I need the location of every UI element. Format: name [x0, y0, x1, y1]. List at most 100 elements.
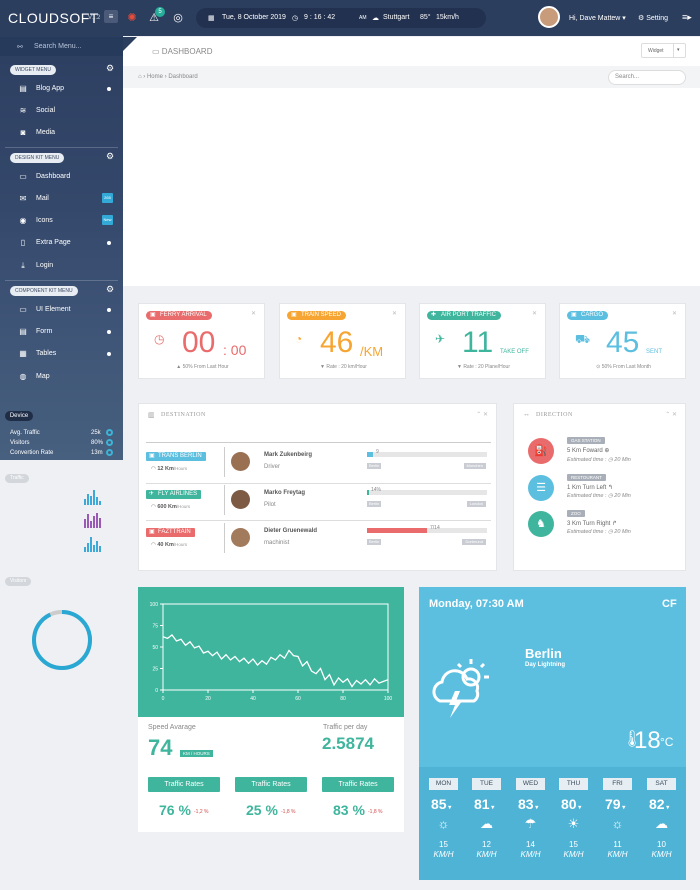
right-menu-icon[interactable]: ≡▸	[682, 12, 692, 22]
date-label: Tue, 8 October 2019	[222, 14, 286, 21]
x-tick-label: 100	[384, 696, 393, 702]
gear-icon[interactable]: ⚙	[106, 151, 115, 161]
table-row[interactable]: ✈ FLY AIRLINES ◠ 600 Km/Hours Marko Freyt…	[146, 485, 491, 522]
data-point	[243, 657, 245, 659]
virus-icon[interactable]: ✺	[127, 12, 137, 24]
avatar	[231, 452, 250, 471]
user-avatar[interactable]	[538, 6, 560, 28]
stat-foot: ▼ Rate : 20 Plane/Hour	[456, 364, 511, 370]
support-icon[interactable]: ◎	[173, 12, 183, 24]
forecast-wind: 14 KM/H	[520, 840, 541, 859]
sidebar-item-extra-page[interactable]: ▯ Extra Page	[0, 232, 123, 254]
route-speed: ◠ 12 Km/Hours	[151, 466, 188, 472]
panel-controls[interactable]: ⌃ ✕	[476, 412, 488, 418]
truck-icon: ⛟	[575, 332, 591, 346]
info-bar: ▦ Tue, 8 October 2019 ◷ 9 : 16 : 42 AM ☁…	[196, 8, 486, 28]
gear-icon[interactable]: ⚙	[106, 63, 115, 73]
setting-button[interactable]: ⚙ Setting	[638, 15, 669, 22]
sidebar-item-media[interactable]: ◙ Media	[0, 122, 123, 144]
route-progress-label: 7/14	[430, 525, 440, 531]
data-point	[234, 655, 236, 657]
gear-icon[interactable]: ⚙	[106, 284, 115, 294]
direction-time: Estimated time : ◷ 20 Min	[567, 529, 631, 535]
forecast-day: THU	[559, 778, 588, 790]
data-point	[239, 661, 240, 663]
sidebar-item-form[interactable]: ▤ Form	[0, 321, 123, 343]
search-menu[interactable]: ⚯ Search Menu...	[0, 37, 123, 56]
data-point	[203, 652, 204, 654]
traffic-rates-button[interactable]: Traffic Rates	[235, 777, 307, 792]
search-input[interactable]: Search...	[608, 70, 686, 85]
device-row: Avg. Traffic 25k	[10, 429, 115, 436]
forecast-wind: 15 KM/H	[433, 840, 454, 859]
sidebar-item-map[interactable]: ◍ Map	[19, 372, 50, 381]
rain-icon: ☂	[524, 816, 537, 831]
table-row[interactable]: ▣ TRANS BERLIN ◠ 12 Km/Hours Mark Zukenbe…	[146, 447, 491, 484]
route-from: Berlin	[367, 463, 382, 469]
stat-tag: ✚ AIR PORT TRAFFIC	[427, 311, 502, 320]
data-point	[284, 657, 285, 659]
data-point	[212, 655, 213, 657]
stat-value: 46	[320, 326, 354, 359]
data-point	[261, 660, 263, 662]
data-point	[248, 662, 249, 664]
route-tag: ▣ FAZTTRAIN	[146, 528, 195, 537]
traffic-label: Traffic	[5, 474, 29, 483]
weather-condition: Day Lightning	[525, 662, 565, 668]
sidebar-item-mail[interactable]: ✉ Mail 265	[0, 188, 123, 210]
status-ring-icon	[106, 439, 113, 446]
traffic-rate-value: 76 %	[159, 802, 191, 818]
data-point	[347, 678, 348, 680]
sidebar-item-social[interactable]: ≋ Social	[19, 106, 56, 115]
data-point	[225, 654, 227, 656]
data-point	[194, 647, 195, 649]
widget-dropdown[interactable]: Widget ▾	[641, 43, 686, 58]
panel-controls[interactable]: ⌃ ✕	[665, 412, 677, 418]
user-menu[interactable]: Hi, Dave Mattew ▾	[569, 15, 626, 22]
new-badge: New	[102, 215, 113, 225]
direction-panel: ↔ DIRECTION ⌃ ✕ ⛽ GAS STATION 5 Km Fowar…	[513, 403, 686, 571]
speed-unit: KM / HOURS	[180, 750, 213, 757]
sidebar-item-blog-app[interactable]: ▤ Blog App	[0, 78, 123, 100]
close-icon[interactable]: ✕	[250, 311, 256, 317]
sidebar-item-ui-element[interactable]: ▭ UI Element	[0, 299, 123, 321]
time-label: 9 : 16 : 42	[304, 14, 336, 21]
close-icon[interactable]: ✕	[671, 311, 677, 317]
traffic-rate-delta: -1,2 %	[194, 809, 209, 815]
close-icon[interactable]: ✕	[391, 311, 397, 317]
data-point	[176, 640, 177, 642]
route-progress	[367, 490, 487, 495]
data-point	[369, 684, 371, 686]
route-speed: ◠ 40 Km/Hours	[151, 542, 188, 548]
speed-label: Speed Avarage	[148, 724, 196, 731]
home-icon[interactable]: ⌂	[138, 74, 142, 80]
person-name: Mark Zukenbeirg	[264, 452, 313, 458]
breadcrumb-home[interactable]: Home	[146, 74, 163, 80]
menu-toggle-button[interactable]: ≡	[104, 10, 118, 23]
dashboard-icon: ▭	[152, 47, 160, 56]
mail-icon: ✉	[19, 194, 27, 203]
sidebar-item-tables[interactable]: ▦ Tables	[0, 343, 123, 365]
breadcrumb: ⌂ › Home › Dashboard	[138, 74, 198, 80]
visitors-donut	[32, 610, 92, 670]
forecast-wind: 12 KM/H	[476, 840, 497, 859]
x-tick-label: 80	[340, 696, 346, 702]
table-row[interactable]: ▣ FAZTTRAIN ◠ 40 Km/Hours Dieter Gruenewa…	[146, 523, 491, 560]
burger-icon: ☰	[528, 475, 554, 501]
app-logo[interactable]: CLOUDSOFT	[8, 10, 99, 26]
sidebar-item-login[interactable]: ⤓ Login	[0, 255, 123, 277]
forecast-temp: 82 ▾	[649, 796, 670, 812]
sidebar-item-dashboard[interactable]: ▭ Dashboard	[19, 172, 71, 181]
traffic-rates-button[interactable]: Traffic Rates	[148, 777, 220, 792]
stat-tag: ▣ FERRY ARRIVAL	[146, 311, 212, 320]
bell-icon[interactable]: ⚠	[149, 12, 159, 24]
close-icon[interactable]: ✕	[531, 311, 537, 317]
traffic-rates-button[interactable]: Traffic Rates	[322, 777, 394, 792]
data-point	[383, 680, 384, 682]
stat-value: 45	[606, 326, 640, 359]
speed-value: 74	[148, 735, 173, 760]
unit-toggle[interactable]: CF	[662, 598, 677, 610]
widget-menu-heading: WIDGET MENU	[10, 65, 57, 75]
sidebar-item-icons[interactable]: ◉ Icons New	[19, 215, 113, 225]
partly-sunny-icon: ☼	[611, 816, 624, 831]
